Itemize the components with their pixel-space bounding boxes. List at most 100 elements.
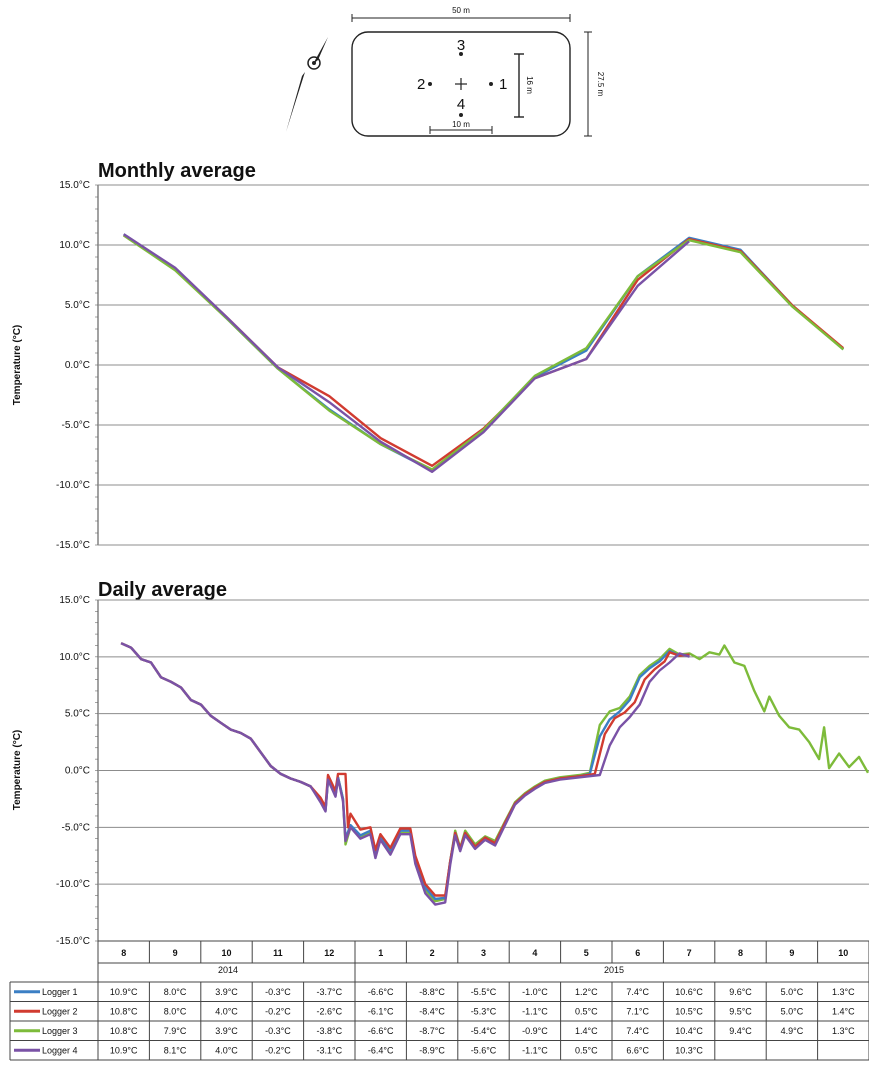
table-cell: -3.1°C: [316, 1045, 342, 1055]
table-cell: 10.3°C: [675, 1045, 703, 1055]
series-line-logger-4: [123, 233, 690, 473]
table-cell: -1.0°C: [522, 987, 548, 997]
legend-label: Logger 1: [42, 987, 78, 997]
table-cell: 9.6°C: [729, 987, 752, 997]
table-cell: -6.6°C: [368, 987, 394, 997]
table-cell: -8.7°C: [419, 1026, 445, 1036]
table-cell: 9.4°C: [729, 1026, 752, 1036]
y-tick-label: 5.0°C: [65, 300, 90, 311]
table-cell: 7.1°C: [626, 1006, 649, 1016]
legend-label: Logger 4: [42, 1045, 78, 1055]
legend-label: Logger 3: [42, 1026, 78, 1036]
year-2014: 2014: [218, 965, 238, 975]
month-label: 11: [273, 948, 283, 958]
chart-title: Daily average: [98, 579, 227, 601]
table-cell: 4.0°C: [215, 1045, 238, 1055]
month-label: 12: [324, 948, 334, 958]
table-cell: -5.3°C: [471, 1006, 497, 1016]
table-cell: 0.5°C: [575, 1045, 598, 1055]
table-cell: -3.8°C: [316, 1026, 342, 1036]
table-cell: -2.6°C: [316, 1006, 342, 1016]
logger-4-label: 4: [457, 96, 465, 113]
table-cell: 10.5°C: [675, 1006, 703, 1016]
month-label: 8: [121, 948, 126, 958]
table-cell: -6.4°C: [368, 1045, 394, 1055]
table-cell: 5.0°C: [781, 987, 804, 997]
chart-title: Monthly average: [98, 160, 256, 182]
table-cell: 1.2°C: [575, 987, 598, 997]
y-tick-label: 5.0°C: [65, 709, 90, 720]
table-cell: 8.0°C: [164, 987, 187, 997]
table-cell: 3.9°C: [215, 987, 238, 997]
table-cell: 6.6°C: [626, 1045, 649, 1055]
dimension-height: 27.5 m: [584, 31, 605, 137]
table-cell: 0.5°C: [575, 1006, 598, 1016]
table-cell: -3.7°C: [316, 987, 342, 997]
table-cell: -8.8°C: [419, 987, 445, 997]
logger-2-point: [428, 82, 432, 86]
table-cell: -0.9°C: [522, 1026, 548, 1036]
table-cell: 1.3°C: [832, 1026, 855, 1036]
table-cell: 8.1°C: [164, 1045, 187, 1055]
month-label: 9: [173, 948, 178, 958]
year-2015: 2015: [604, 965, 624, 975]
table-cell: -8.9°C: [419, 1045, 445, 1055]
month-label: 8: [738, 948, 743, 958]
inner-vertical-label: 16 m: [525, 76, 534, 94]
y-axis-label: Temperature (°C): [12, 730, 23, 811]
data-table: 8 9 10 11 12 1 2 3 4 5 6 7 8 9 10 2014 2015 Logger 1 10…: [9, 940, 869, 1061]
legend-label: Logger 2: [42, 1006, 78, 1016]
month-label: 3: [481, 948, 486, 958]
y-tick-label: 10.0°C: [59, 240, 90, 251]
north-arrow-icon: [286, 37, 328, 132]
logger-2-label: 2: [417, 76, 425, 93]
table-cell: 1.4°C: [832, 1006, 855, 1016]
dimension-inner-horizontal: 10 m: [429, 120, 493, 134]
y-axis-label: Temperature (°C): [12, 325, 23, 406]
month-label: 6: [635, 948, 640, 958]
table-cell: 7.9°C: [164, 1026, 187, 1036]
table-cell: -6.6°C: [368, 1026, 394, 1036]
series-line-logger-1: [120, 642, 690, 901]
month-label: 10: [838, 948, 848, 958]
series-line-logger-3: [123, 234, 845, 471]
table-cell: -0.2°C: [265, 1045, 291, 1055]
month-label: 10: [221, 948, 231, 958]
table-cell: 4.9°C: [781, 1026, 804, 1036]
table-cell: 10.8°C: [110, 1026, 138, 1036]
table-cell: -0.3°C: [265, 1026, 291, 1036]
site-plan: 50 m 27.5 m 16 m 10 m 1: [286, 6, 605, 137]
y-tick-label: -10.0°C: [56, 879, 90, 890]
month-label: 1: [378, 948, 383, 958]
y-tick-label: 15.0°C: [59, 180, 90, 191]
series-line-logger-2: [120, 642, 690, 897]
logger-4-point: [459, 113, 463, 117]
logger-1-label: 1: [499, 76, 507, 93]
table-cell: -5.6°C: [471, 1045, 497, 1055]
table-cell: -6.1°C: [368, 1006, 394, 1016]
y-tick-label: 0.0°C: [65, 360, 90, 371]
logger-3-label: 3: [457, 37, 465, 54]
inner-horizontal-label: 10 m: [452, 120, 470, 129]
table-cell: 1.3°C: [832, 987, 855, 997]
table-cell: 8.0°C: [164, 1006, 187, 1016]
month-label: 9: [789, 948, 794, 958]
table-cell: 10.4°C: [675, 1026, 703, 1036]
y-tick-label: -5.0°C: [62, 420, 90, 431]
dimension-width: 50 m: [351, 6, 571, 22]
table-cell: 10.9°C: [110, 1045, 138, 1055]
site-outline: [351, 31, 571, 137]
table-cell: 10.8°C: [110, 1006, 138, 1016]
y-tick-label: -15.0°C: [56, 540, 90, 551]
monthly-average-chart: Monthly average Temperature (°C) 15.0°C 1…: [12, 160, 869, 551]
table-cell: 3.9°C: [215, 1026, 238, 1036]
table-cell: -1.1°C: [522, 1006, 548, 1016]
height-label: 27.5 m: [596, 72, 605, 97]
series-line-logger-4: [120, 642, 690, 906]
dimension-inner-vertical: 16 m: [514, 53, 534, 118]
daily-average-chart: Daily average Temperature (°C) 15.0°C 10.…: [12, 579, 869, 947]
width-label: 50 m: [452, 6, 470, 15]
month-label: 5: [584, 948, 589, 958]
month-label: 7: [687, 948, 692, 958]
